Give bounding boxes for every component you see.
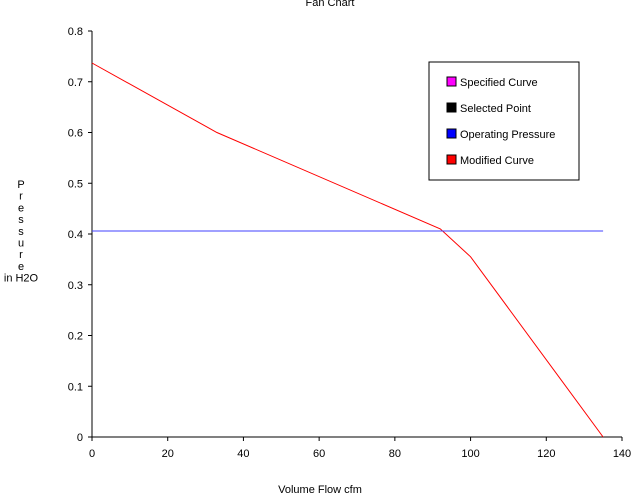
selected-point-legend-label: Selected Point [460, 103, 531, 115]
y-tick-label: 0 [77, 432, 83, 444]
y-tick-label: 0.6 [68, 128, 83, 140]
modified-curve-legend-swatch [446, 154, 457, 165]
operating-pressure-legend-label: Operating Pressure [460, 129, 555, 141]
x-tick-label: 120 [537, 448, 555, 460]
operating-pressure-legend-swatch [446, 128, 457, 139]
y-axis-label-part: s [18, 214, 24, 226]
y-axis-label-part: r [19, 191, 23, 203]
x-tick-label: 100 [461, 448, 479, 460]
modified-curve-line [91, 62, 604, 438]
x-tick-label: 20 [162, 448, 174, 460]
y-axis-label-part: P [17, 179, 24, 191]
y-axis-label-part: e [18, 261, 24, 273]
chart-title: Fan Chart [306, 0, 355, 9]
y-axis-label-part: u [18, 238, 24, 250]
x-tick-label: 40 [237, 448, 249, 460]
modified-curve-legend-label: Modified Curve [460, 155, 534, 167]
x-tick-label: 80 [389, 448, 401, 460]
x-tick-label: 140 [613, 448, 631, 460]
specified-curve-legend-label: Specified Curve [460, 77, 538, 89]
y-tick-label: 0.5 [68, 178, 83, 190]
y-axis-label-part: in H2O [4, 273, 39, 285]
y-tick-label: 0.7 [68, 77, 83, 89]
plot-area: 0 0.1 0.2 0.3 0.4 0.5 0.6 0.7 0.8 0 20 40 60 80 100 120… [68, 26, 631, 460]
y-axis-label-part: e [18, 202, 24, 214]
y-tick-label: 0.1 [68, 381, 83, 393]
legend: Specified Curve Selected Point Operating P… [428, 61, 580, 181]
x-tick-label: 0 [89, 448, 95, 460]
y-axis-label-part: s [18, 226, 24, 238]
selected-point-legend-swatch [446, 102, 457, 113]
y-axis-label-part: r [19, 249, 23, 261]
x-axis-label: Volume Flow cfm [278, 484, 362, 495]
specified-curve-legend-swatch [446, 76, 457, 87]
y-tick-label: 0.4 [68, 229, 83, 241]
y-tick-label: 0.8 [68, 26, 83, 38]
x-tick-label: 60 [313, 448, 325, 460]
y-tick-label: 0.3 [68, 280, 83, 292]
y-tick-label: 0.2 [68, 331, 83, 343]
